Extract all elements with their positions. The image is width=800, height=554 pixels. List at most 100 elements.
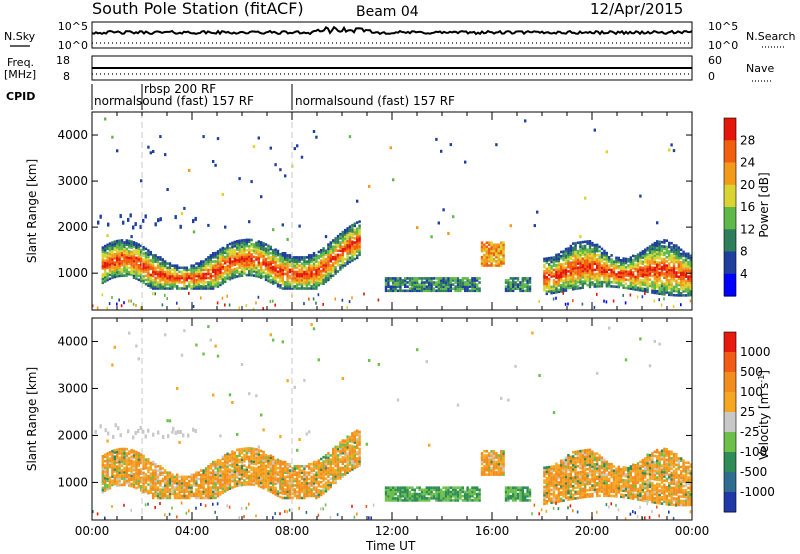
vel-cell-155 xyxy=(123,473,126,476)
vel-cell-196 xyxy=(128,452,131,456)
power-colorbar-frame xyxy=(723,117,737,297)
vel-cell-1558 xyxy=(341,443,344,447)
power-cell-1959 xyxy=(478,289,481,293)
vel-cell-1180 xyxy=(284,475,287,479)
power-cell-1178 xyxy=(281,258,284,261)
vel-cell-553 xyxy=(192,492,196,496)
power-cell-1342 xyxy=(308,276,311,280)
power-cell-8 xyxy=(101,264,104,268)
power-cell-2342 xyxy=(572,285,575,289)
power-cell-2883 xyxy=(646,255,649,258)
power-cell-1540 xyxy=(336,261,340,265)
vel-cell-814 xyxy=(231,454,234,458)
power-cell-2483 xyxy=(586,250,589,254)
power-cell-450 xyxy=(164,272,167,276)
power-cell-909 xyxy=(243,257,246,261)
vel-cell-1023 xyxy=(262,478,265,481)
vel-cell-735 xyxy=(221,485,224,488)
power-cell-1524 xyxy=(334,266,337,269)
power-cell-2721 xyxy=(622,261,625,264)
vel-cell-672 xyxy=(212,465,215,468)
vel-cell-733 xyxy=(221,489,224,492)
power-cell-2109 xyxy=(521,289,524,293)
vel-cell-1109 xyxy=(274,488,277,492)
vel-cell-448 xyxy=(168,471,172,474)
power-cell-1925 xyxy=(464,277,467,280)
vel-cell-1562 xyxy=(344,473,347,476)
vel-cell-1077 xyxy=(269,471,272,474)
power-cell-3225 xyxy=(684,271,688,274)
power-cell-2195 xyxy=(552,289,556,292)
vel-cell-822 xyxy=(233,476,236,480)
power-cell-130 xyxy=(118,270,121,273)
power-cell-2709 xyxy=(620,259,623,262)
power-cell-2317 xyxy=(567,251,570,255)
power-cell-2723 xyxy=(622,257,625,260)
power-cell-1968 xyxy=(480,249,484,253)
power-cell-1084 xyxy=(269,272,272,276)
vel-cell-1123 xyxy=(274,512,276,516)
power-cell-651 xyxy=(207,285,210,288)
power-cell-2672 xyxy=(615,285,618,289)
vel-cell-1211 xyxy=(288,486,292,489)
vel-cell-1091 xyxy=(272,483,275,486)
power-cell-2010 xyxy=(490,251,493,255)
power-cell-1035 xyxy=(262,271,265,274)
power-cell-1932 xyxy=(466,279,469,282)
vel-cell-327 xyxy=(149,487,152,490)
vel-cell-529 xyxy=(185,475,188,479)
vel-cell-1574 xyxy=(344,445,347,449)
vel-cell-621 xyxy=(204,471,208,474)
vel-cell-1437 xyxy=(324,485,328,489)
vel-cell-821 xyxy=(233,478,236,482)
power-cell-2114 xyxy=(521,279,524,282)
power-cell-1302 xyxy=(300,268,304,272)
power-cell-3288 xyxy=(157,218,160,223)
power-cell-3010 xyxy=(660,265,664,269)
power-cell-1845 xyxy=(437,285,440,288)
power-cell-69 xyxy=(108,244,112,247)
power-cell-2268 xyxy=(562,275,565,278)
vel-cell-210 xyxy=(130,459,133,463)
power-cell-2947 xyxy=(653,243,656,247)
vel-cell-514 xyxy=(183,486,186,489)
power-cell-2441 xyxy=(581,251,584,254)
power-cell-412 xyxy=(159,287,162,290)
vel-cell-930 xyxy=(248,392,251,396)
power-cell-1596 xyxy=(344,233,347,236)
vel-cell-600 xyxy=(202,488,205,491)
power-cell-16 xyxy=(101,248,104,251)
power-cell-2720 xyxy=(622,263,625,267)
vel-cell-1104 xyxy=(272,455,275,459)
vel-cell-245 xyxy=(135,457,138,460)
power-cell-680 xyxy=(212,287,215,290)
power-cell-2990 xyxy=(658,255,661,258)
power-cell-1679 xyxy=(356,233,359,237)
power-cell-1738 xyxy=(396,289,400,293)
power-cell-1967 xyxy=(480,255,484,259)
vel-cell-1569 xyxy=(344,456,347,459)
power-cell-3126 xyxy=(672,254,676,258)
power-cell-1186 xyxy=(284,281,287,284)
vel-cell-1535 xyxy=(339,468,342,472)
power-cell-1326 xyxy=(305,283,308,286)
power-cell-1059 xyxy=(264,253,268,257)
power-cell-1340 xyxy=(308,281,311,284)
power-cell-2156 xyxy=(545,282,548,285)
power-cell-1417 xyxy=(317,263,320,266)
power-cell-497 xyxy=(173,278,176,282)
power-cell-1064 xyxy=(267,279,270,283)
power-cell-1052 xyxy=(264,272,268,275)
power-cell-622 xyxy=(200,260,203,263)
power-cell-1519 xyxy=(332,241,335,244)
power-cell-1249 xyxy=(293,285,296,288)
power-cell-1557 xyxy=(339,255,342,259)
power-cell-3011 xyxy=(660,261,664,265)
power-cell-408 xyxy=(156,262,160,265)
power-cell-347 xyxy=(147,251,150,254)
vel-cell-1571 xyxy=(344,452,347,455)
vel-cell-944 xyxy=(250,453,253,457)
power-cell-1343 xyxy=(308,274,311,278)
power-cell-1010 xyxy=(257,248,260,252)
power-cell-1045 xyxy=(262,246,265,249)
